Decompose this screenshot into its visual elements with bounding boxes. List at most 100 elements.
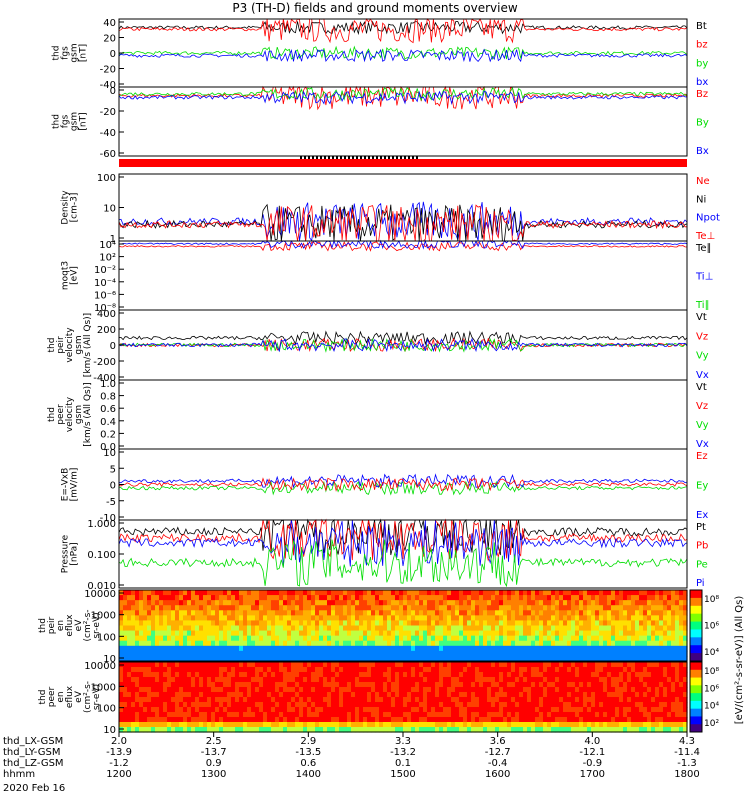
heatmap-cell	[135, 717, 140, 723]
heatmap-cell	[379, 707, 384, 713]
heatmap-cell	[123, 645, 128, 652]
heatmap-cell	[423, 682, 428, 688]
heatmap-cell	[167, 707, 172, 713]
heatmap-cell	[467, 640, 472, 647]
heatmap-cell	[495, 707, 500, 713]
heatmap-cell	[563, 667, 568, 673]
heatmap-cell	[655, 605, 660, 611]
heatmap-cell	[315, 712, 320, 718]
heatmap-cell	[479, 590, 484, 596]
heatmap-cell	[231, 620, 236, 627]
heatmap-cell	[435, 717, 440, 723]
heatmap-cell	[223, 697, 228, 703]
heatmap-cell	[283, 672, 288, 678]
heatmap-cell	[395, 712, 400, 718]
heatmap-cell	[439, 697, 444, 703]
heatmap-cell	[547, 687, 552, 693]
heatmap-cell	[603, 600, 608, 606]
heatmap-cell	[199, 662, 204, 668]
heatmap-cell	[223, 645, 228, 652]
heatmap-cell	[435, 702, 440, 708]
heatmap-cell	[299, 635, 304, 642]
heatmap-cell	[331, 712, 336, 718]
y-tick-label: 10000	[84, 589, 116, 600]
y-axis-label: E=-VxB [mV/m]	[61, 468, 80, 502]
colorbar-segment	[690, 677, 702, 686]
heatmap-cell	[295, 722, 300, 728]
heatmap-cell	[639, 712, 644, 718]
y-tick-label: -60	[100, 149, 116, 160]
heatmap-cell	[319, 630, 324, 637]
heatmap-cell	[611, 605, 616, 611]
heatmap-cell	[303, 650, 308, 657]
heatmap-cell	[279, 635, 284, 642]
heatmap-cell	[503, 605, 508, 611]
heatmap-cell	[459, 697, 464, 703]
heatmap-cell	[411, 682, 416, 688]
x-tick-label: 0.9	[206, 758, 222, 769]
heatmap-cell	[287, 655, 292, 662]
heatmap-cell	[479, 645, 484, 652]
heatmap-cell	[595, 590, 600, 596]
colorbar-segment	[690, 597, 702, 607]
status-mark	[324, 156, 326, 159]
heatmap-cell	[407, 650, 412, 657]
heatmap-cell	[591, 645, 596, 652]
x-tick-label: 4.3	[679, 736, 695, 747]
heatmap-cell	[607, 677, 612, 683]
x-tick-label: 2.0	[111, 736, 127, 747]
heatmap-cell	[179, 615, 184, 622]
y-tick-label: 0.2	[100, 429, 116, 440]
y-axis-label: thd peir velocity gsm [km/s (All Qs)]	[47, 313, 93, 377]
heatmap-cell	[227, 692, 232, 698]
heatmap-cell	[443, 645, 448, 652]
heatmap-cell	[539, 682, 544, 688]
heatmap-cell	[207, 662, 212, 668]
y-tick-label: 0.6	[100, 404, 116, 415]
heatmap-cell	[315, 687, 320, 693]
heatmap-cell	[251, 687, 256, 693]
heatmap-cell	[543, 630, 548, 637]
heatmap-cell	[143, 650, 148, 657]
heatmap-cell	[175, 600, 180, 606]
heatmap-cell	[635, 615, 640, 622]
heatmap-cell	[327, 615, 332, 622]
heatmap-cell	[291, 712, 296, 718]
heatmap-cell	[635, 620, 640, 627]
heatmap-cell	[207, 630, 212, 637]
heatmap-cell	[135, 712, 140, 718]
heatmap-cell	[355, 702, 360, 708]
heatmap-cell	[515, 600, 520, 606]
heatmap-cell	[595, 625, 600, 632]
heatmap-cell	[635, 707, 640, 713]
heatmap-cell	[663, 722, 668, 728]
heatmap-cell	[275, 712, 280, 718]
heatmap-cell	[171, 717, 176, 723]
heatmap-cell	[523, 712, 528, 718]
heatmap-cell	[211, 722, 216, 728]
heatmap-cell	[307, 717, 312, 723]
heatmap-cell	[527, 687, 532, 693]
heatmap-cell	[563, 645, 568, 652]
heatmap-cell	[259, 667, 264, 673]
heatmap-cell	[599, 667, 604, 673]
heatmap-cell	[219, 605, 224, 611]
heatmap-cell	[415, 712, 420, 718]
heatmap-cell	[519, 712, 524, 718]
heatmap-cell	[339, 727, 344, 733]
heatmap-cell	[251, 635, 256, 642]
heatmap-cell	[503, 635, 508, 642]
heatmap-cell	[671, 697, 676, 703]
heatmap-cell	[655, 682, 660, 688]
y-tick-label: 0	[110, 341, 116, 352]
heatmap-cell	[307, 645, 312, 652]
heatmap-cell	[159, 605, 164, 611]
heatmap-cell	[563, 610, 568, 616]
heatmap-cell	[315, 692, 320, 698]
y-tick-label: -20	[100, 107, 116, 118]
status-mark	[384, 156, 386, 159]
heatmap-cell	[443, 600, 448, 606]
y-tick-label: 10⁻²	[94, 265, 116, 276]
heatmap-cell	[163, 707, 168, 713]
